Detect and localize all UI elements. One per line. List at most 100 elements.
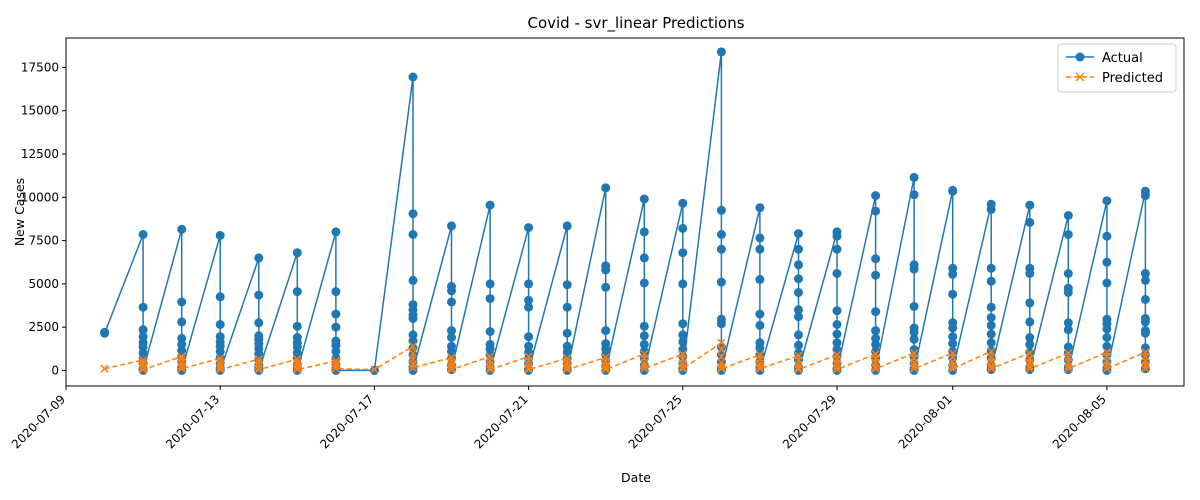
data-point (678, 198, 688, 208)
data-point (254, 358, 263, 367)
data-point (639, 227, 649, 237)
data-point (755, 203, 765, 213)
data-point (948, 346, 958, 356)
data-point (948, 364, 957, 373)
data-point (331, 309, 341, 319)
data-point (408, 365, 418, 375)
data-point (871, 346, 881, 356)
data-point (254, 253, 264, 263)
data-point (716, 230, 726, 239)
data-point (986, 338, 996, 348)
data-point (138, 230, 148, 239)
data-point (331, 227, 341, 237)
data-point (948, 362, 957, 371)
data-point (292, 248, 302, 258)
data-point (755, 343, 765, 353)
data-point (1063, 230, 1073, 239)
data-point (254, 290, 264, 300)
data-point (485, 279, 495, 289)
data-point (216, 354, 225, 363)
data-point (1102, 364, 1111, 373)
data-point (678, 248, 688, 258)
data-point (1025, 333, 1035, 342)
data-point (871, 206, 881, 216)
data-point (486, 365, 495, 374)
data-point (716, 277, 726, 287)
data-point (1102, 324, 1112, 334)
data-point (755, 233, 765, 243)
data-point (1064, 364, 1073, 373)
data-point (948, 339, 958, 349)
data-point (1025, 269, 1035, 278)
data-point (215, 230, 225, 240)
data-point (216, 357, 225, 366)
data-point (524, 363, 533, 372)
data-point (408, 363, 417, 372)
data-point (1102, 231, 1112, 241)
data-point (871, 191, 881, 201)
data-point (987, 364, 996, 373)
legend-actual-marker (1075, 52, 1085, 62)
data-point (408, 342, 417, 351)
x-tick-label: 2020-07-21 (472, 392, 531, 451)
data-point (408, 209, 418, 219)
data-point (293, 355, 302, 364)
data-point (1102, 278, 1112, 288)
data-point (524, 332, 534, 342)
data-point (524, 295, 534, 305)
data-point (1064, 362, 1073, 371)
data-point (1140, 294, 1150, 304)
data-point (678, 364, 687, 373)
data-point (987, 347, 996, 356)
data-point (986, 313, 996, 323)
data-point (1063, 318, 1073, 328)
data-point (678, 337, 688, 347)
legend: Actual Predicted (1057, 43, 1177, 93)
data-point (717, 338, 726, 347)
data-point (177, 364, 186, 373)
data-point (177, 355, 186, 364)
data-point (331, 364, 340, 373)
data-point (177, 352, 186, 361)
data-point (1063, 288, 1073, 297)
data-point (1102, 333, 1112, 342)
data-point (100, 364, 109, 373)
legend-predicted-marker (1075, 72, 1085, 82)
data-point (717, 345, 726, 354)
x-tick-label: 2020-07-17 (317, 392, 376, 451)
data-point (755, 362, 764, 371)
y-tick-label: 10000 (21, 190, 59, 204)
data-point (910, 358, 919, 367)
data-point (716, 319, 726, 329)
y-tick-label: 17500 (21, 60, 59, 74)
data-point (909, 264, 919, 274)
data-point (447, 286, 456, 296)
data-point (755, 244, 765, 254)
data-point (254, 355, 263, 364)
data-point (1025, 200, 1035, 210)
data-point (215, 320, 225, 329)
data-point (755, 275, 765, 284)
data-point (948, 323, 958, 333)
data-point (948, 186, 958, 196)
data-point (601, 282, 611, 292)
data-point (331, 346, 341, 356)
data-point (832, 244, 842, 254)
data-point (678, 279, 688, 289)
data-point (678, 362, 687, 371)
data-point (1025, 358, 1034, 367)
data-point (678, 330, 688, 340)
data-point (909, 301, 919, 311)
data-point (139, 363, 148, 372)
data-point (562, 280, 572, 290)
data-point (1140, 191, 1150, 201)
data-point (447, 326, 456, 336)
data-point (716, 205, 726, 215)
data-point (1102, 341, 1112, 351)
x-tick-label: 2020-08-05 (1050, 392, 1109, 451)
data-point (1063, 325, 1073, 335)
data-point (910, 364, 919, 373)
data-point (1025, 339, 1035, 349)
data-point (986, 302, 996, 312)
data-point (832, 306, 842, 316)
